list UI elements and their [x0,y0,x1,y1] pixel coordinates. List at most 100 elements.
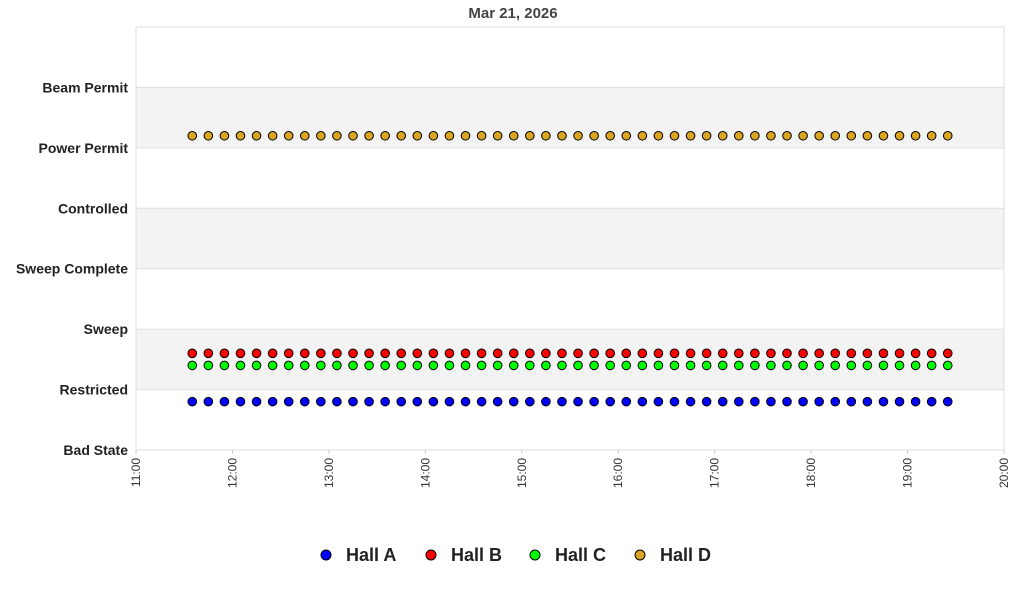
data-point [508,130,519,141]
y-tick-label: Controlled [58,200,128,216]
data-point [283,360,294,371]
data-point [396,396,407,407]
data-point [926,396,937,407]
data-point [782,348,792,359]
data-point [557,130,567,141]
data-point [878,348,889,359]
data-point [396,360,407,371]
data-point [653,130,664,141]
data-point [316,396,326,407]
data-point [299,348,310,359]
legend-label: Hall B [451,545,502,565]
data-point [332,396,342,407]
data-point [203,348,214,359]
data-point [894,130,905,141]
data-point [428,396,439,407]
data-point [701,130,712,141]
y-tick-label: Bad State [63,442,128,458]
data-point [476,348,487,359]
data-point [653,396,664,407]
x-tick-label: 16:00 [611,458,625,488]
data-point [444,130,455,141]
data-point [814,348,824,359]
data-point [589,348,599,359]
x-tick-label: 11:00 [129,458,143,487]
data-point [685,130,696,141]
data-point [605,360,615,371]
y-tick-label: Sweep [84,321,128,337]
data-point [894,348,905,359]
data-point [846,396,857,407]
data-point [267,130,278,141]
data-point [894,396,905,407]
data-point [814,360,824,371]
data-point [846,360,857,371]
data-point [733,348,744,359]
grid-band [136,208,1004,269]
data-point [251,396,262,407]
data-point [508,396,519,407]
data-point [814,130,824,141]
chart-title: Mar 21, 2026 [468,5,557,22]
legend-label: Hall A [346,545,396,565]
data-point [187,360,198,371]
data-point [798,360,808,371]
data-point [219,130,230,141]
data-point [862,130,873,141]
data-point [412,360,423,371]
data-point [830,348,841,359]
data-point [364,348,374,359]
x-tick-label: 14:00 [418,458,432,488]
data-point [203,360,214,371]
data-point [525,396,535,407]
data-point [348,396,358,407]
data-point [460,360,471,371]
data-point [669,396,680,407]
data-point [621,348,632,359]
data-point [573,348,583,359]
data-point [460,396,471,407]
data-point [396,348,407,359]
data-point [348,360,358,371]
data-point [846,130,857,141]
data-point [910,348,921,359]
data-point [283,396,294,407]
data-point [637,360,648,371]
data-point [766,396,776,407]
data-point [798,130,808,141]
data-point [942,396,953,407]
data-point [267,348,278,359]
data-point [525,130,535,141]
data-point [589,130,599,141]
x-tick-label: 17:00 [708,458,722,488]
data-point [701,396,712,407]
data-point [830,130,841,141]
data-point [316,360,326,371]
data-point [348,130,358,141]
data-point [926,130,937,141]
x-tick-label: 15:00 [515,458,529,488]
x-tick-label: 20:00 [997,458,1011,488]
data-point [251,348,262,359]
data-point [428,348,439,359]
data-point [589,396,599,407]
grid-band [136,329,1004,390]
data-point [750,130,760,141]
data-point [396,130,407,141]
data-point [798,348,808,359]
data-point [878,360,889,371]
data-point [332,348,342,359]
data-point [428,130,439,141]
data-point [299,130,310,141]
legend-label: Hall D [660,545,711,565]
legend-marker [320,549,332,561]
data-point [766,360,776,371]
grid-band [136,87,1004,148]
data-point [750,360,760,371]
data-point [637,130,648,141]
data-point [187,130,198,141]
data-point [653,360,664,371]
data-point [733,396,744,407]
data-point [380,348,390,359]
data-point [878,130,889,141]
